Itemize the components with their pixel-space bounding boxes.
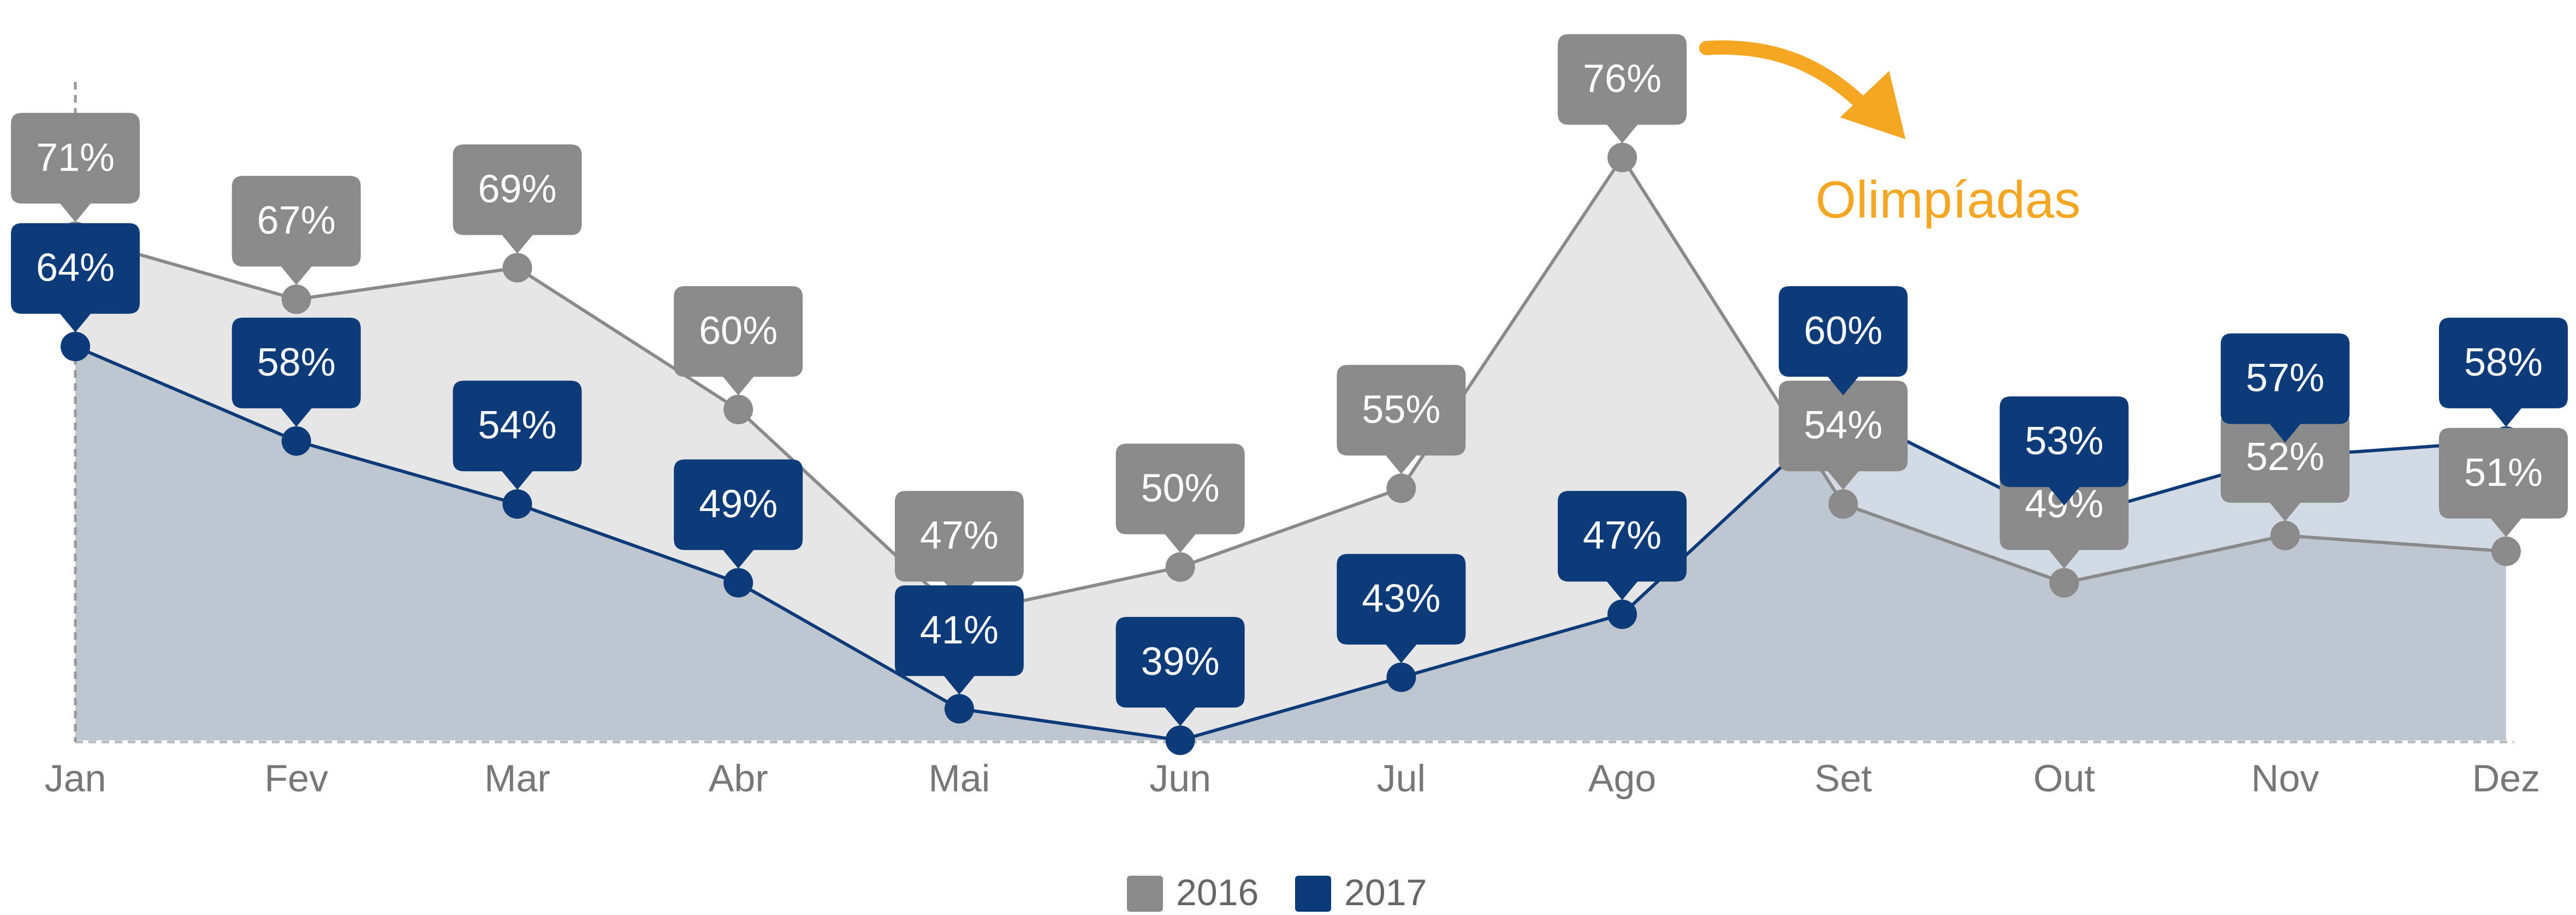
- areas: [75, 157, 2506, 741]
- point: [1607, 599, 1637, 629]
- x-tick-label: Abr: [709, 757, 768, 799]
- label-box: [232, 317, 361, 427]
- area: [75, 157, 2506, 741]
- point: [502, 489, 532, 519]
- point: [2270, 520, 2300, 550]
- label-box: [1778, 381, 1908, 490]
- label-box: [453, 144, 582, 254]
- value-label: 71%: [36, 136, 115, 180]
- point: [944, 694, 974, 724]
- value-label: 55%: [1362, 388, 1440, 431]
- x-tick-label: Jul: [1377, 757, 1426, 799]
- x-tick-label: Mai: [929, 757, 990, 799]
- value-label: 53%: [2025, 419, 2103, 463]
- x-tick-label: Fev: [264, 757, 328, 799]
- value-label: 60%: [699, 309, 777, 353]
- label-box: [2439, 317, 2568, 427]
- label-box: [894, 585, 1024, 695]
- x-tick-label: Jun: [1149, 757, 1211, 799]
- label-box: [1337, 554, 1466, 663]
- line: [75, 155, 2507, 616]
- value-label: 58%: [2464, 341, 2543, 384]
- point: [1386, 473, 1416, 503]
- label-box: [1337, 365, 1466, 474]
- point: [61, 331, 90, 361]
- label-box: [674, 286, 803, 396]
- value-label: 41%: [920, 608, 999, 652]
- label-box: [1999, 396, 2129, 506]
- value-label: 67%: [257, 199, 336, 242]
- legend-swatch: [1295, 876, 1331, 912]
- point: [723, 395, 753, 425]
- legend-label: 2017: [1344, 872, 1427, 913]
- label-box: [2221, 333, 2350, 443]
- label-box: [1778, 286, 1908, 396]
- label-box: [1115, 443, 1245, 553]
- label-box: [2439, 427, 2568, 537]
- value-label: 54%: [478, 403, 556, 447]
- value-label: 60%: [1804, 309, 1883, 353]
- x-tick-label: Mar: [484, 757, 550, 799]
- value-label: 54%: [1804, 403, 1883, 447]
- label-box: [11, 112, 140, 222]
- label-box: [11, 223, 140, 332]
- point: [723, 568, 753, 598]
- label-box: [1115, 617, 1245, 726]
- point: [2491, 536, 2521, 566]
- x-tick-label: Set: [1814, 757, 1872, 799]
- value-label: 69%: [478, 167, 556, 211]
- x-tick-label: Ago: [1588, 757, 1657, 799]
- value-label: 43%: [1362, 577, 1440, 621]
- value-label: 47%: [920, 514, 999, 557]
- x-tick-label: Jan: [45, 757, 106, 799]
- annotation-arrow: [1699, 40, 1874, 116]
- value-label: 64%: [36, 246, 115, 290]
- point: [2049, 568, 2079, 598]
- annotation-arrowhead: [1840, 71, 1906, 139]
- value-label: 58%: [257, 341, 336, 384]
- point: [281, 426, 311, 456]
- label-box: [453, 381, 582, 490]
- value-label: 76%: [1583, 57, 1661, 101]
- point: [1607, 142, 1637, 173]
- value-label: 57%: [2246, 357, 2324, 400]
- x-tick-label: Nov: [2251, 757, 2319, 799]
- value-label: 51%: [2464, 451, 2543, 495]
- annotation: Olimpíadas: [1815, 170, 2081, 229]
- point: [1165, 726, 1195, 755]
- legend: 2016 2017: [1127, 872, 1427, 913]
- label-box: [894, 491, 1024, 601]
- value-label: 39%: [1141, 640, 1220, 684]
- label-box: [674, 459, 803, 569]
- point: [502, 253, 532, 283]
- value-labels: 71%67%69%60%47%50%55%76%54%49%52%51%64%5…: [11, 34, 2568, 726]
- x-tick-label: Dez: [2472, 757, 2540, 799]
- value-label: 47%: [1583, 514, 1661, 557]
- legend-label: 2016: [1176, 872, 1259, 913]
- value-label: 50%: [1141, 467, 1220, 510]
- value-label: 49%: [699, 483, 777, 526]
- label-box: [2221, 412, 2350, 521]
- label-box: [1558, 491, 1687, 601]
- point: [281, 284, 311, 314]
- point: [1386, 662, 1416, 692]
- label-box: [1558, 34, 1687, 144]
- point: [1828, 489, 1858, 519]
- label-box: [232, 176, 361, 286]
- point: [1165, 552, 1195, 582]
- legend-swatch: [1127, 876, 1163, 912]
- x-tick-label: Out: [2033, 757, 2095, 799]
